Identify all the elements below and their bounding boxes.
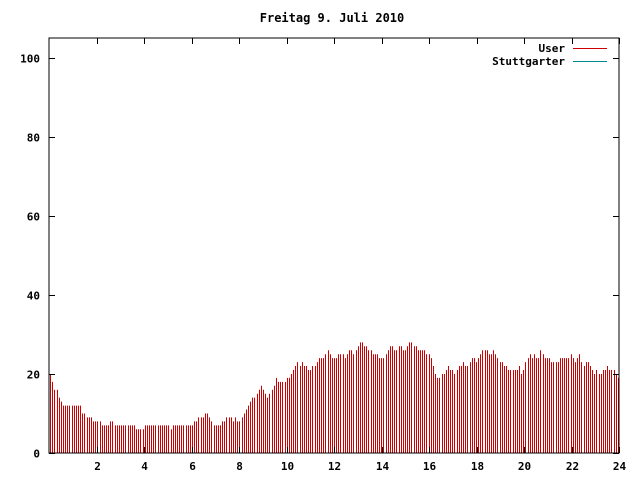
y-tick-label: 20 — [27, 369, 40, 382]
y-tick-label: 80 — [27, 132, 40, 145]
x-tick-label: 6 — [189, 460, 196, 473]
y-tick-label: 40 — [27, 290, 40, 303]
x-tick-label: 22 — [566, 460, 579, 473]
y-axis: 0 20 40 60 80 100 — [20, 53, 619, 461]
legend-label: User — [539, 42, 566, 55]
chart-title: Freitag 9. Juli 2010 — [260, 11, 405, 25]
x-tick-label: 8 — [236, 460, 243, 473]
y-tick-label: 60 — [27, 211, 40, 224]
x-tick-label: 16 — [423, 460, 437, 473]
x-tick-label: 12 — [328, 460, 341, 473]
y-tick-label: 0 — [33, 448, 40, 461]
x-axis: 2 4 6 8 10 12 14 16 18 20 22 24 — [94, 38, 626, 473]
x-tick-label: 20 — [518, 460, 531, 473]
x-tick-label: 4 — [141, 460, 148, 473]
x-tick-label: 14 — [376, 460, 390, 473]
x-tick-label: 2 — [94, 460, 101, 473]
x-tick-label: 24 — [613, 460, 627, 473]
legend-label: Stuttgarter — [492, 55, 565, 68]
x-tick-label: 18 — [471, 460, 484, 473]
x-tick-label: 10 — [281, 460, 294, 473]
bar-series — [50, 342, 619, 453]
y-tick-label: 100 — [20, 53, 40, 66]
